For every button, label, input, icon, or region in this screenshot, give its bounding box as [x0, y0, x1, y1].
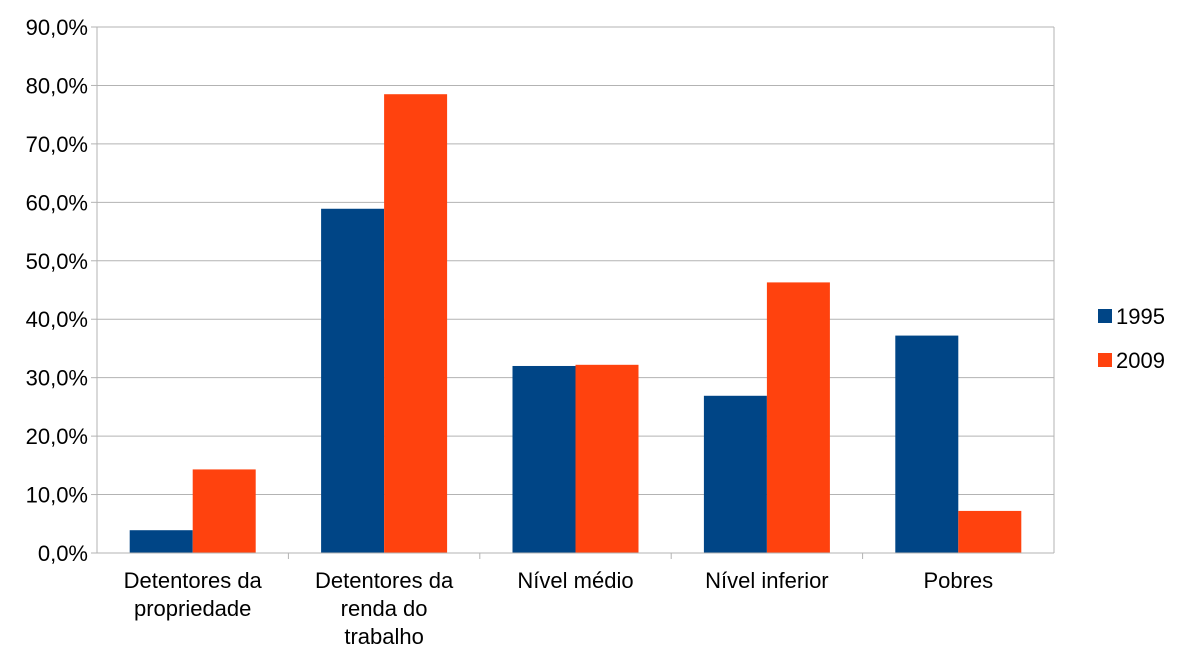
- y-tick-label: 30,0%: [26, 366, 88, 391]
- legend-swatch-2009: [1098, 353, 1112, 367]
- bar-1995-2: [512, 365, 576, 553]
- bar-1995-1: [321, 208, 385, 554]
- y-tick-label: 10,0%: [26, 483, 88, 508]
- axes: [91, 26, 1055, 559]
- category-label: Pobres: [923, 568, 993, 593]
- y-tick-label: 20,0%: [26, 424, 88, 449]
- gridlines: [97, 26, 1054, 496]
- y-tick-label: 40,0%: [26, 307, 88, 332]
- bar-1995-3: [703, 395, 767, 553]
- bars: [129, 94, 1022, 554]
- category-label: Detentores da propriedade: [124, 568, 263, 621]
- y-tick-label: 50,0%: [26, 249, 88, 274]
- bar-2009-1: [384, 94, 448, 553]
- bar-1995-4: [895, 335, 959, 553]
- bar-2009-2: [575, 364, 639, 553]
- legend-swatch-1995: [1098, 309, 1112, 323]
- bar-2009-0: [192, 469, 256, 553]
- y-tick-label: 90,0%: [26, 15, 88, 40]
- y-tick-label: 80,0%: [26, 73, 88, 98]
- bar-1995-0: [129, 530, 193, 553]
- category-label: Detentores da renda do trabalho: [315, 568, 454, 649]
- bar-2009-4: [958, 510, 1022, 553]
- legend: 1995 2009: [1098, 304, 1165, 373]
- category-labels: Detentores da propriedade Detentores da ren…: [124, 568, 994, 649]
- bar-2009-3: [766, 282, 830, 553]
- category-label: Nível médio: [517, 568, 633, 593]
- y-tick-label: 70,0%: [26, 132, 88, 157]
- y-tick-label: 0,0%: [38, 541, 88, 566]
- y-tick-labels: 0,0% 10,0% 20,0% 30,0% 40,0% 50,0% 60,0% 70,0% 8…: [26, 15, 88, 566]
- legend-label-2009: 2009: [1116, 348, 1165, 373]
- category-label: Nível inferior: [705, 568, 828, 593]
- legend-label-1995: 1995: [1116, 304, 1165, 329]
- y-tick-label: 60,0%: [26, 190, 88, 215]
